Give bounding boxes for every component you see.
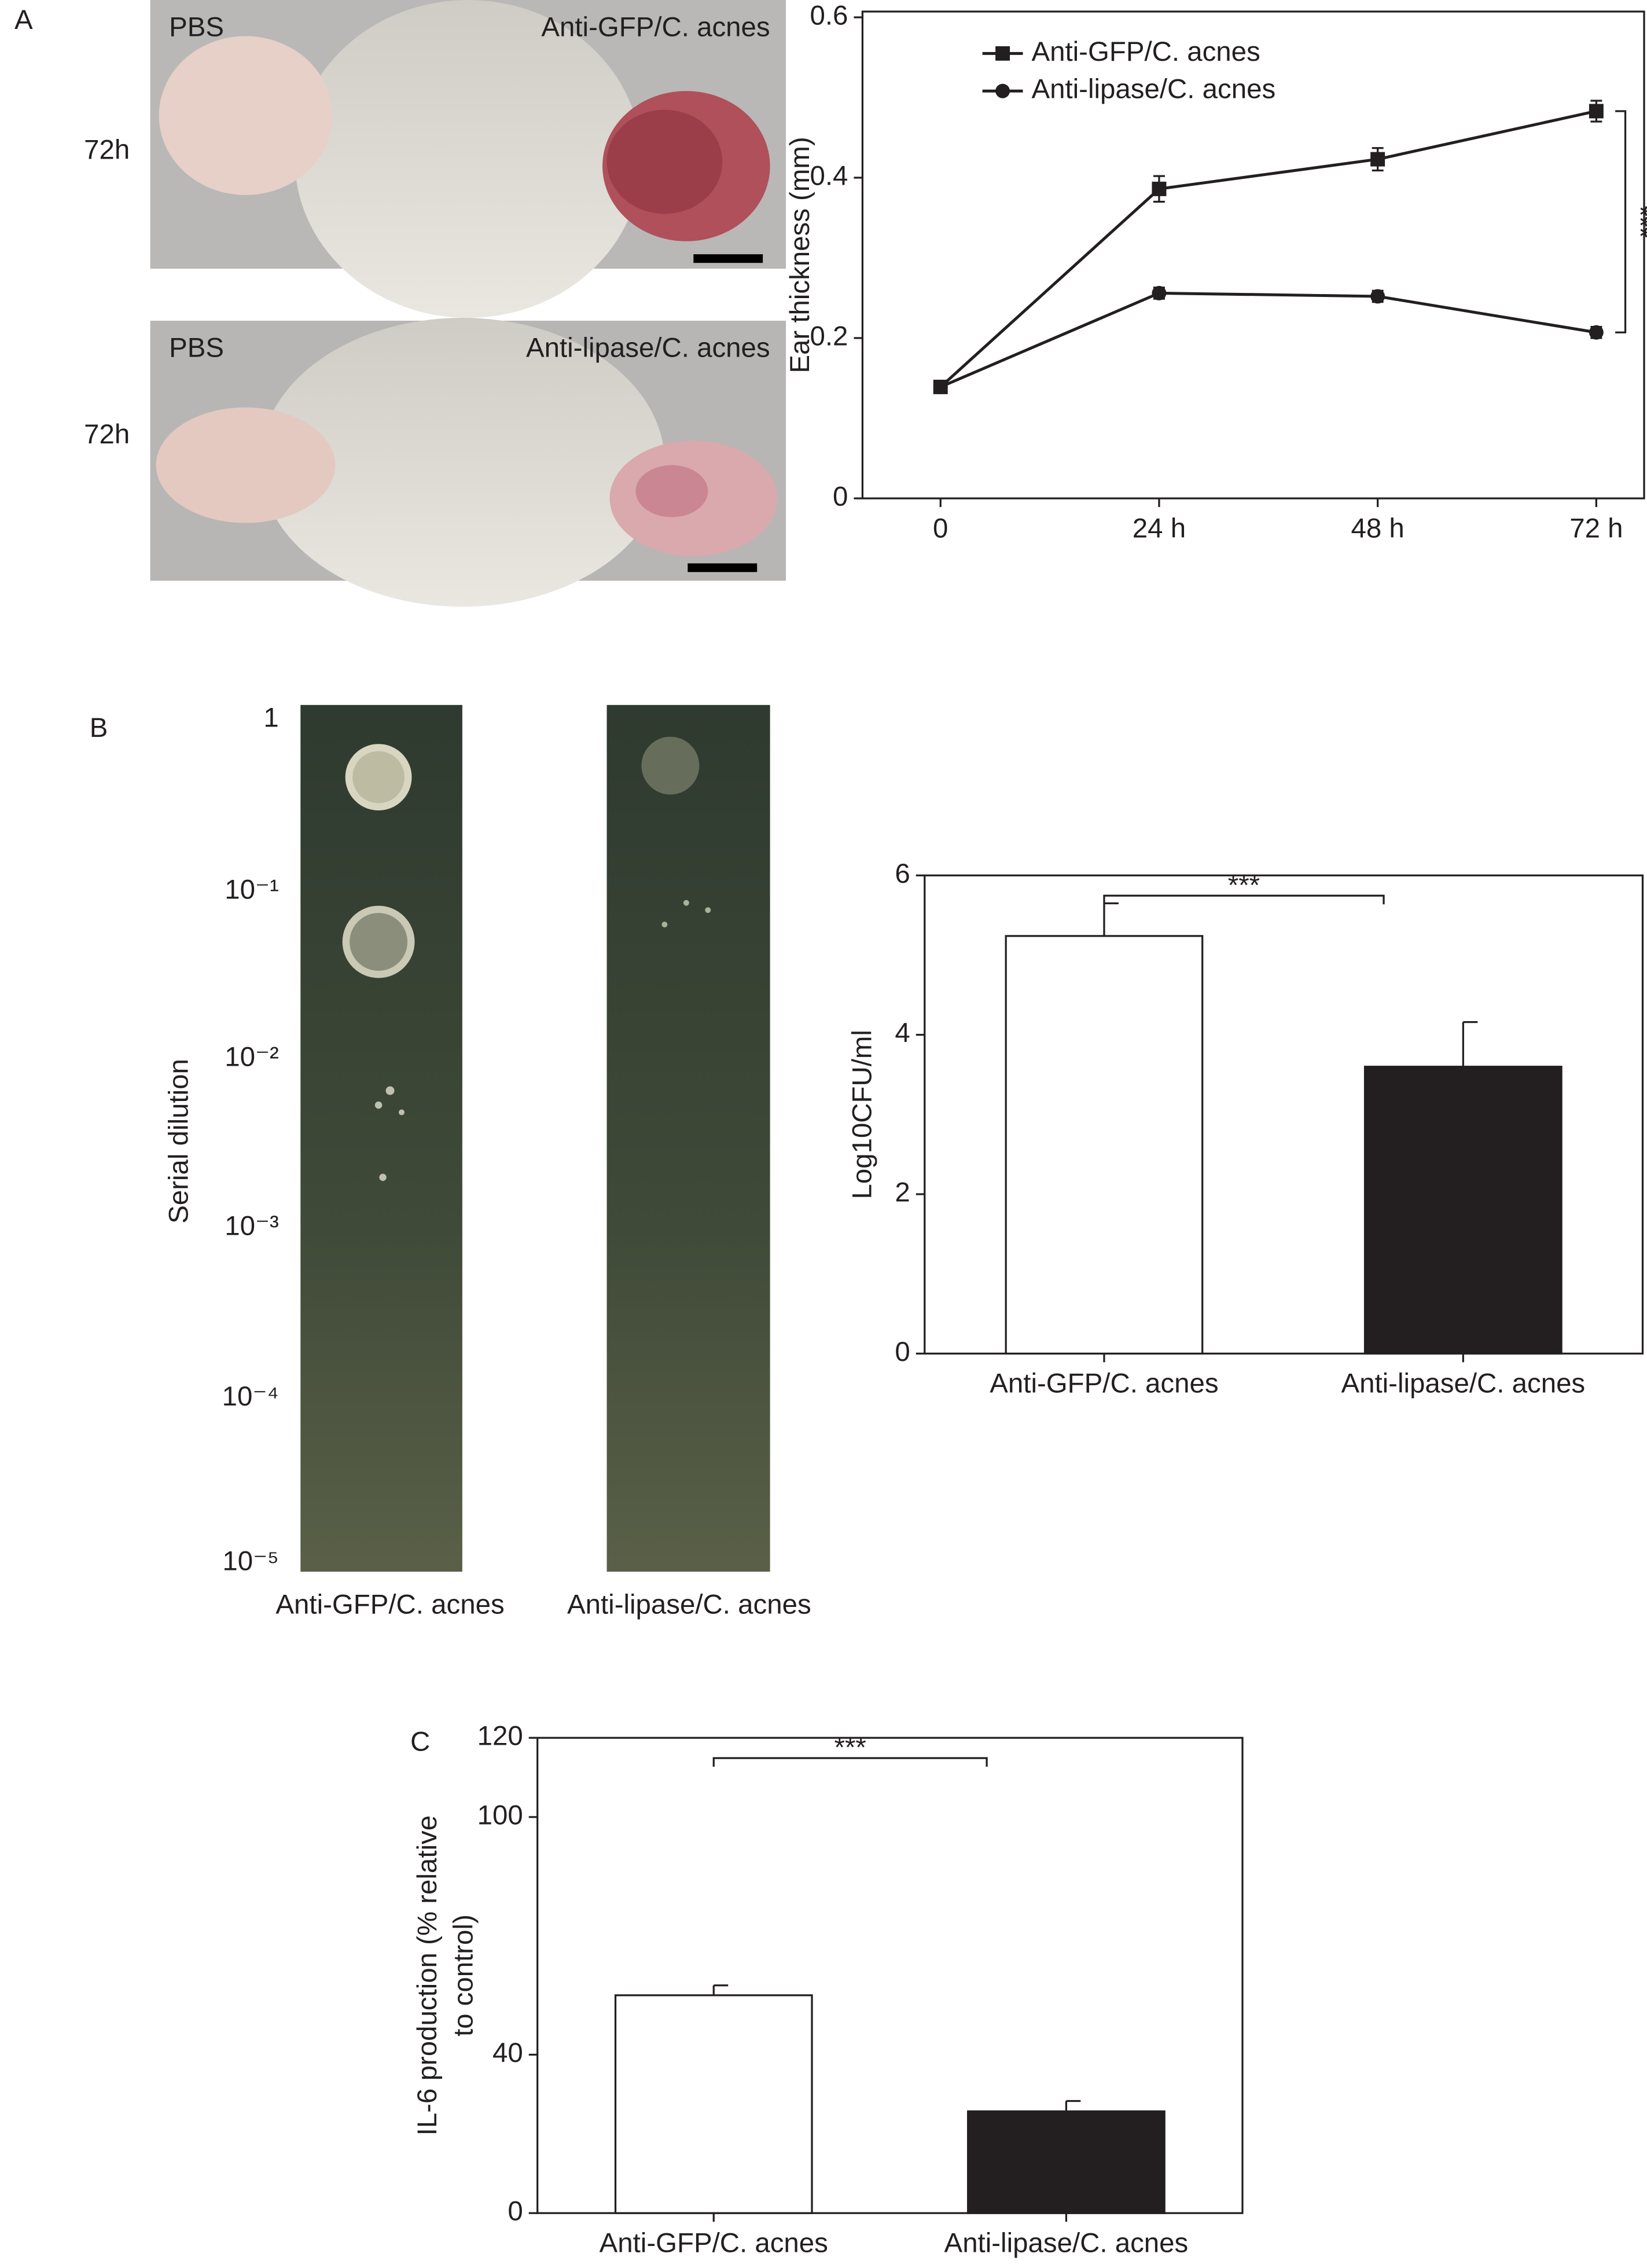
series-line: [939, 109, 1597, 388]
x-tick-label: 72 h: [1569, 513, 1623, 544]
marker: [1152, 181, 1167, 196]
x-tick-label: Anti-lipase/C. acnes: [944, 2228, 1189, 2259]
series-line: [940, 291, 1597, 388]
plot-frame: [924, 874, 1644, 1355]
marker: [1589, 325, 1604, 340]
photo-label: Anti-lipase/C. acnes: [526, 332, 770, 363]
significance-bracket: [712, 1757, 988, 1767]
y-tick-label: 0: [833, 481, 848, 512]
x-tick-label: 48 h: [1351, 513, 1405, 544]
y-axis-label: to control): [448, 1914, 479, 2036]
bar: [967, 2110, 1166, 2214]
bar: [1005, 935, 1204, 1355]
y-tick-label: 6: [895, 858, 910, 889]
legend-label: Anti-GFP/C. acnes: [1031, 36, 1260, 67]
marker: [1370, 152, 1385, 167]
y-tick-label: 40: [492, 2038, 523, 2068]
y-tick-label: 0: [508, 2196, 523, 2227]
bar: [614, 1994, 813, 2214]
significance-bracket: [1615, 110, 1627, 333]
panel-label: C: [410, 1727, 430, 1757]
y-tick-label: 100: [477, 1800, 523, 1831]
y-tick-label: 0: [895, 1337, 910, 1367]
y-tick-label: 0.4: [810, 160, 848, 191]
marker: [1370, 289, 1385, 304]
marker: [1152, 285, 1167, 300]
photo-label: PBS: [169, 12, 224, 42]
plot-frame: [536, 1737, 1244, 2214]
agar-plate: [606, 704, 770, 1572]
y-axis-label: IL-6 production (% relative: [412, 1815, 443, 2135]
photo: [150, 0, 786, 318]
annotation: ***: [1228, 870, 1260, 901]
annotation: ***: [1624, 205, 1647, 237]
photo-label: PBS: [169, 332, 224, 363]
y-tick-label: 120: [477, 1721, 523, 1752]
plate-label: Anti-lipase/C. acnes: [567, 1590, 811, 1620]
dilution-label: 10⁻⁴: [222, 1381, 279, 1412]
legend-label: Anti-lipase/C. acnes: [1031, 74, 1275, 105]
agar-plate: [300, 704, 462, 1572]
photo-label: Anti-GFP/C. acnes: [541, 12, 770, 42]
x-tick-label: Anti-GFP/C. acnes: [600, 2228, 828, 2259]
plot-frame: [861, 10, 1645, 500]
dilution-label: 10⁻³: [225, 1211, 279, 1242]
dilution-label: 10⁻¹: [225, 874, 279, 905]
significance-bracket: [1103, 894, 1385, 905]
y-axis-label: Ear thickness (mm): [785, 137, 815, 373]
x-tick-label: Anti-lipase/C. acnes: [1341, 1368, 1585, 1399]
y-tick-label: 0.6: [810, 0, 848, 31]
photo: [150, 318, 786, 607]
y-tick-label: 4: [895, 1018, 910, 1048]
marker: [933, 379, 948, 394]
plate-axis-label: Serial dilution: [164, 1059, 194, 1224]
legend-marker: [995, 46, 1010, 61]
annotation: ***: [834, 1733, 866, 1763]
legend-marker: [995, 83, 1010, 98]
plate-label: Anti-GFP/C. acnes: [275, 1590, 504, 1620]
x-tick-label: Anti-GFP/C. acnes: [990, 1368, 1218, 1399]
panel-label: B: [90, 713, 108, 743]
dilution-label: 10⁻²: [225, 1042, 279, 1073]
dilution-label: 1: [263, 702, 278, 733]
x-tick-label: 0: [933, 513, 948, 544]
time-label: 72h: [84, 419, 130, 450]
marker: [1589, 104, 1604, 119]
y-tick-label: 2: [895, 1177, 910, 1208]
labels: A B C PBS Anti-GFP/C. acnes 72h PBS Anti…: [14, 5, 811, 1757]
y-axis-label: Log10CFU/ml: [847, 1030, 877, 1199]
bar: [1363, 1066, 1563, 1355]
y-tick-label: 0.2: [810, 321, 848, 351]
time-label: 72h: [84, 135, 130, 166]
x-tick-label: 24 h: [1133, 513, 1186, 544]
panel-label: A: [14, 5, 33, 35]
dilution-label: 10⁻⁵: [222, 1546, 278, 1577]
